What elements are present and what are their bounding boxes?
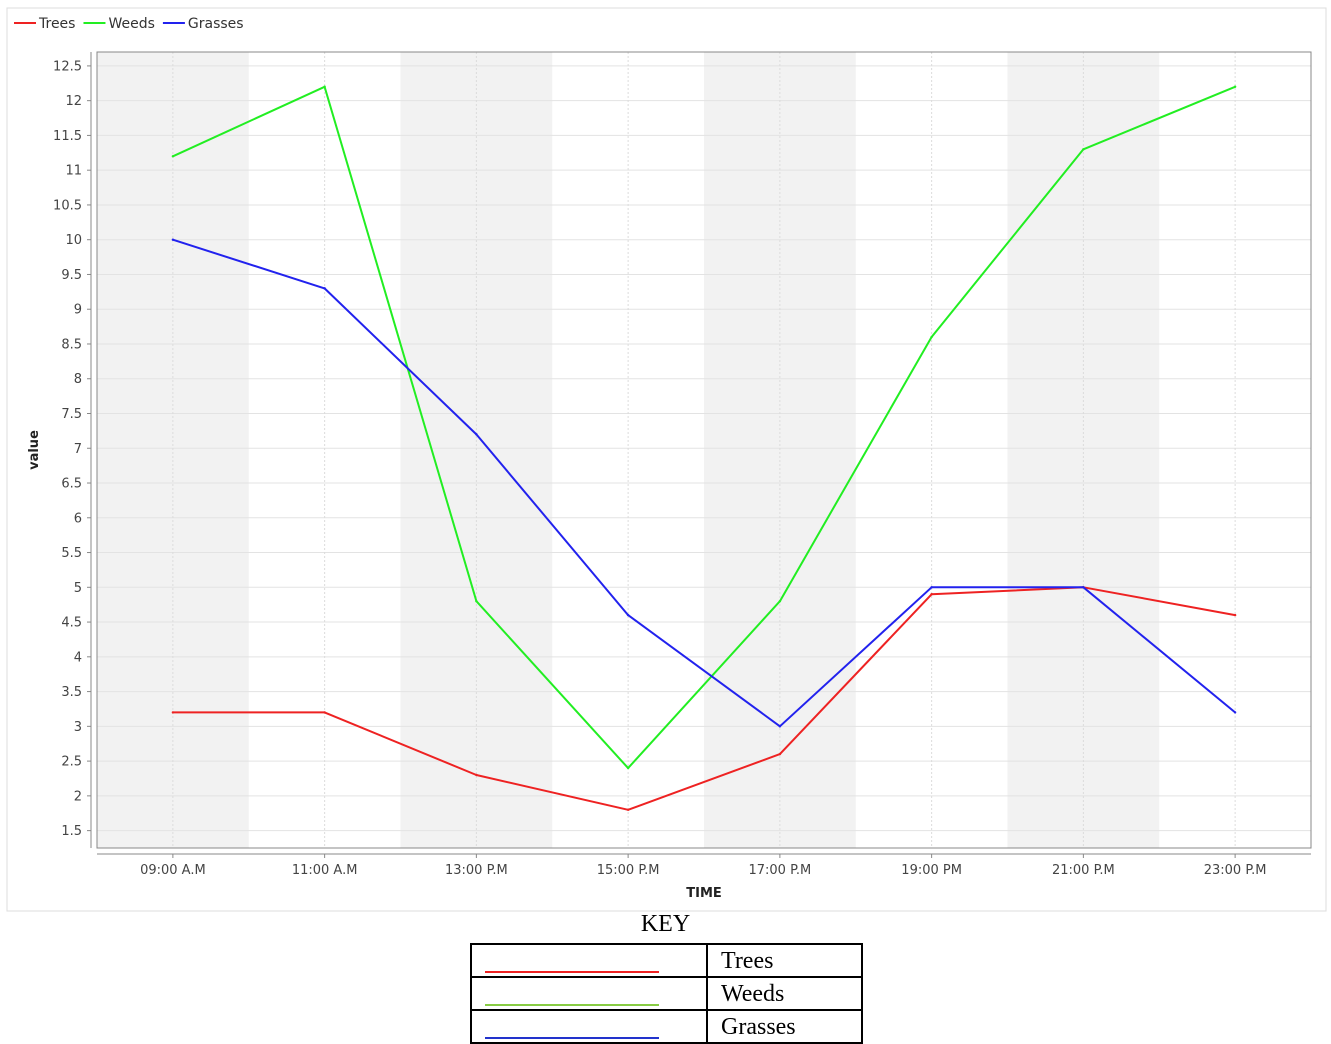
data-point-trees xyxy=(930,593,933,596)
chart-svg: 1.5 2 2.5 3 3.5 4 4.5 5 5.5 6 6.5 7 7.5 8 8.5 9 9.5 10 10.… xyxy=(6,7,1327,912)
key-table: Trees Weeds Grasses xyxy=(470,943,863,1044)
y-tick-label: 6 xyxy=(74,511,82,526)
y-tick-label: 2.5 xyxy=(61,755,82,770)
y-tick-label: 5 xyxy=(74,581,82,596)
data-point-trees xyxy=(475,773,478,777)
y-tick-label: 2 xyxy=(74,789,82,804)
key-swatch-weeds xyxy=(485,1004,659,1006)
x-axis-title: TIME xyxy=(686,886,722,901)
y-tick-label: 5.5 xyxy=(61,546,82,561)
y-tick-label: 3.5 xyxy=(61,685,82,700)
data-point-weeds xyxy=(930,335,933,339)
data-point-grasses xyxy=(323,287,326,290)
y-tick-label: 10 xyxy=(65,233,82,248)
key-label-trees: Trees xyxy=(706,943,863,978)
series-line-weeds xyxy=(172,85,1236,770)
y-axis-title: value xyxy=(27,430,42,470)
data-point-grasses xyxy=(171,238,175,241)
x-tick-label: 11:00 A.M xyxy=(292,863,358,878)
data-point-trees xyxy=(323,711,326,714)
data-point-trees xyxy=(171,711,175,714)
data-point-weeds xyxy=(1082,148,1085,151)
x-tick-label: 19:00 PM xyxy=(901,863,962,878)
y-tick-label: 10.5 xyxy=(53,198,82,213)
data-point-grasses xyxy=(1233,711,1237,714)
legend-label-grasses: Grasses xyxy=(188,16,244,32)
y-tick-label: 11.5 xyxy=(53,129,82,144)
data-point-grasses xyxy=(930,586,933,589)
data-point-grasses xyxy=(778,725,782,728)
key-row-trees: Trees xyxy=(470,943,863,978)
x-tick-label: 13:00 P.M xyxy=(445,863,508,878)
x-tick-label: 09:00 A.M xyxy=(140,863,206,878)
data-point-weeds xyxy=(626,766,630,770)
x-tick-label: 21:00 P.M xyxy=(1052,863,1115,878)
y-tick-label: 7 xyxy=(74,442,82,457)
line-chart: 1.5 2 2.5 3 3.5 4 4.5 5 5.5 6 6.5 7 7.5 8 8.5 9 9.5 10 10.… xyxy=(6,7,1327,912)
key-label-weeds: Weeds xyxy=(706,976,863,1011)
data-point-weeds xyxy=(171,155,175,158)
data-point-trees xyxy=(778,752,782,756)
data-point-weeds xyxy=(475,600,478,603)
key-title: KEY xyxy=(640,911,691,937)
y-tick-label: 1.5 xyxy=(61,824,82,839)
x-tick-label: 23:00 P.M xyxy=(1204,863,1267,878)
legend-label-weeds: Weeds xyxy=(108,16,154,32)
key-row-weeds: Weeds xyxy=(470,976,863,1011)
data-point-weeds xyxy=(323,85,326,88)
chart-outer-frame xyxy=(6,7,1327,912)
y-tick-label: 6.5 xyxy=(61,477,82,492)
key-swatch-cell xyxy=(470,1009,708,1044)
key-swatch-cell xyxy=(470,976,708,1011)
data-point-grasses xyxy=(626,613,630,617)
y-tick-label: 12.5 xyxy=(53,59,82,74)
data-point-grasses xyxy=(475,433,478,436)
key-row-grasses: Grasses xyxy=(470,1009,863,1044)
data-point-weeds xyxy=(1233,85,1237,88)
y-tick-label: 8.5 xyxy=(61,337,82,352)
series-line-grasses xyxy=(172,238,1236,728)
plot-border xyxy=(96,51,1312,849)
legend-label-trees: Trees xyxy=(38,16,75,32)
series-line-trees xyxy=(172,586,1236,811)
y-tick-label: 9.5 xyxy=(61,268,82,283)
x-tick-label: 15:00 P.M xyxy=(597,863,660,878)
x-tick-label: 17:00 P.M xyxy=(748,863,811,878)
y-tick-label: 8 xyxy=(74,372,82,387)
y-tick-label: 4 xyxy=(74,650,82,665)
data-point-trees xyxy=(626,808,630,811)
data-point-grasses xyxy=(1082,586,1085,589)
y-tick-label: 11 xyxy=(65,164,82,179)
key-label-grasses: Grasses xyxy=(706,1009,863,1044)
key-swatch-cell xyxy=(470,943,708,978)
y-tick-label: 9 xyxy=(74,303,82,318)
data-point-trees xyxy=(1233,613,1237,617)
y-tick-label: 12 xyxy=(65,94,82,109)
key-swatch-trees xyxy=(485,971,659,973)
y-tick-label: 4.5 xyxy=(61,616,82,631)
data-point-weeds xyxy=(778,600,782,603)
y-tick-label: 7.5 xyxy=(61,407,82,422)
y-tick-label: 3 xyxy=(74,720,82,735)
key-swatch-grasses xyxy=(485,1037,659,1039)
